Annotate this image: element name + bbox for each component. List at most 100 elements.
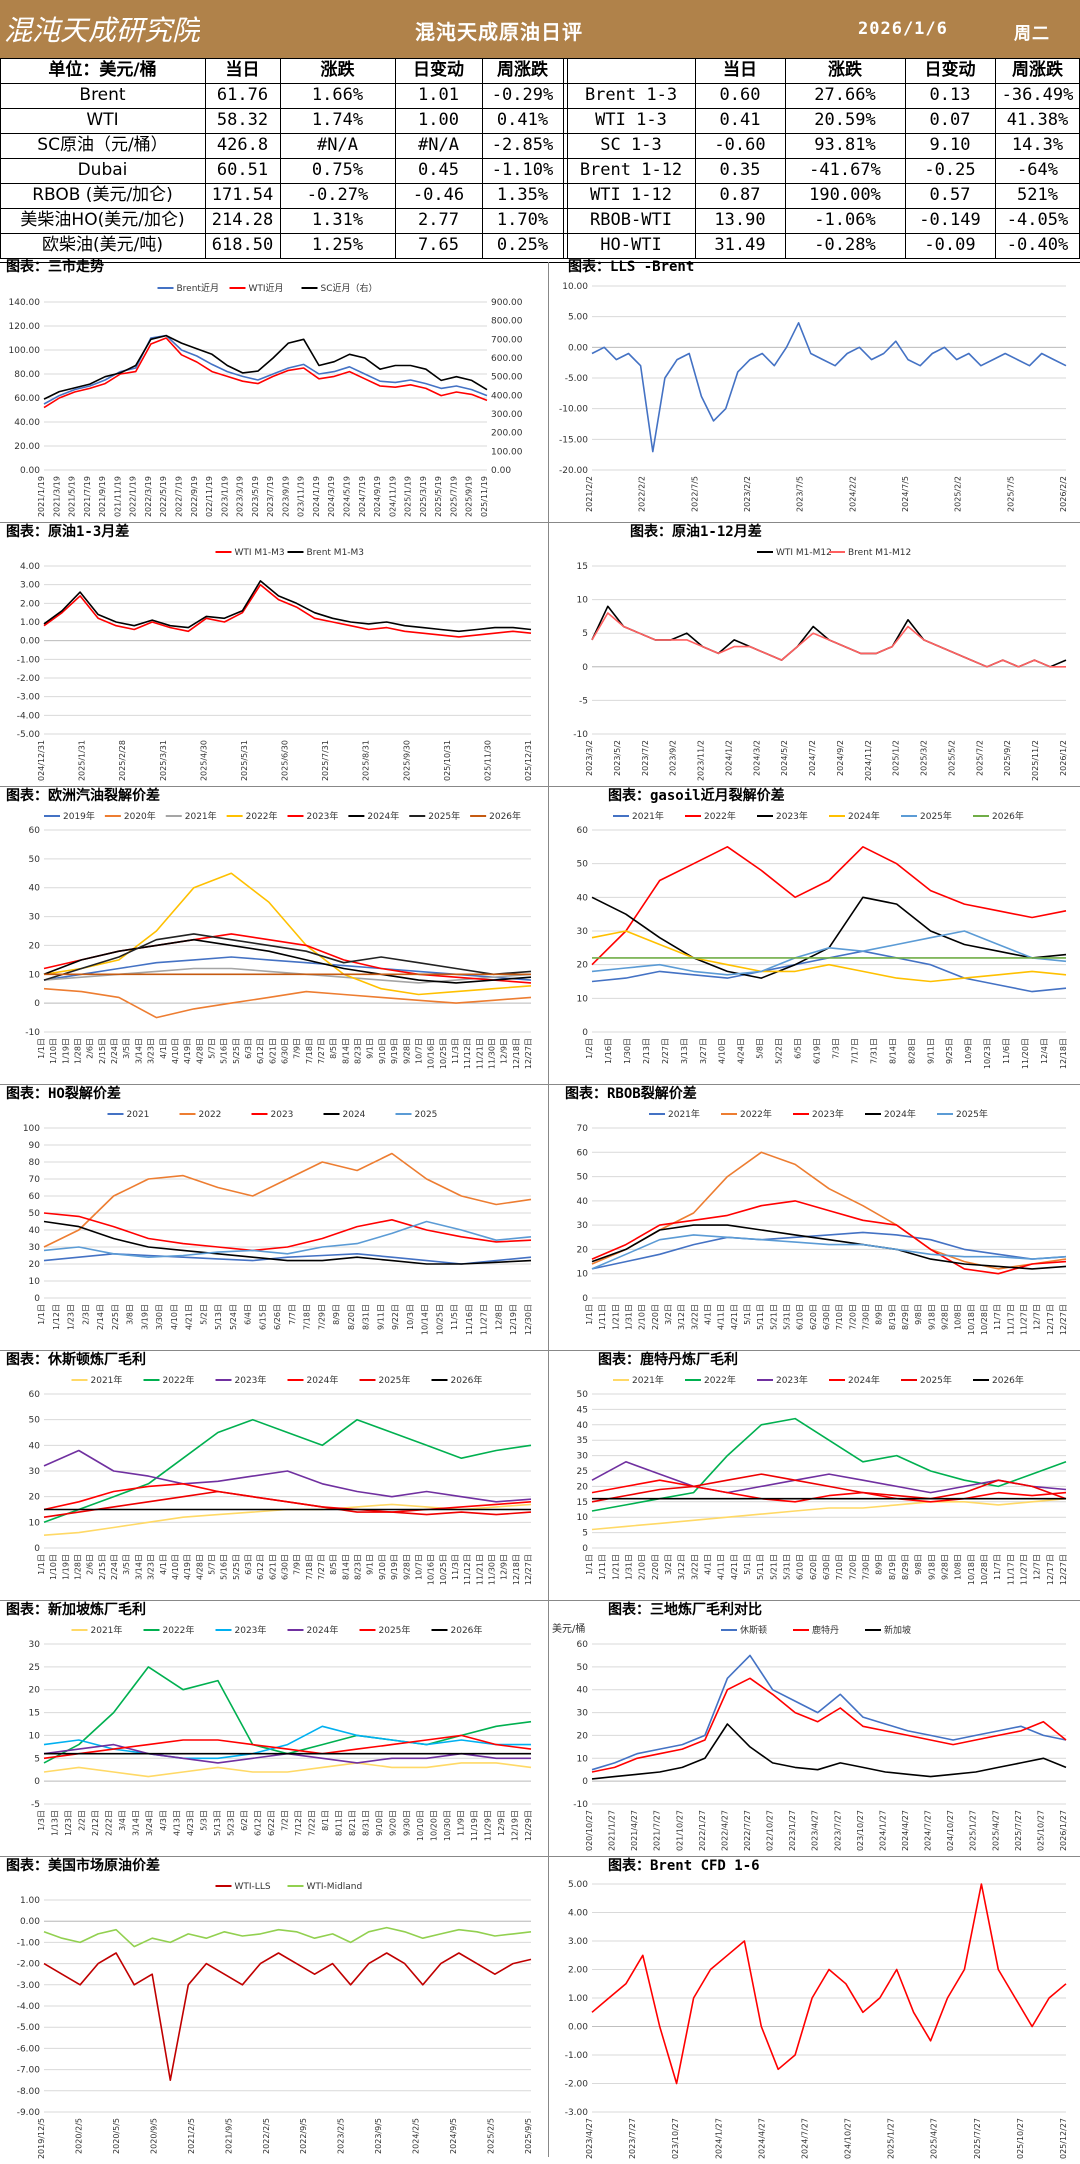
x-tick-label: 2/3日	[81, 1304, 90, 1325]
x-tick-label: 2025/10/27	[1016, 2118, 1025, 2160]
y-tick-label: 40	[29, 1226, 41, 1236]
x-tick-label: 2024/5/19	[343, 476, 352, 517]
y-tick-label: 50	[577, 1173, 589, 1183]
x-tick-label: 2/24日	[110, 1038, 119, 1064]
legend-label: 2022	[199, 1110, 222, 1120]
y-tick-label: 40	[29, 1441, 41, 1451]
legend-label: 2021年	[91, 1374, 123, 1386]
chart-c6: 2021年 2022年 2023年 2024年 2025年 2026年 0 10 20 30 40 5…	[548, 806, 1080, 1080]
y-tick-label: 120.00	[9, 322, 41, 332]
legend-label: 2024年	[848, 810, 880, 822]
x-tick-label: 1/1日	[585, 1304, 594, 1325]
x-tick-label: 3/4日	[118, 1810, 127, 1831]
x-tick-label: 8/31日	[362, 1304, 371, 1330]
chart-title: 图表：新加坡炼厂毛利	[6, 1602, 146, 1618]
y-tick-label: -8.00	[17, 2087, 41, 2097]
y-tick-label: 20	[577, 1731, 589, 1741]
x-tick-label: 11/19日	[470, 1810, 479, 1841]
y-tick-label: -5	[31, 1800, 40, 1810]
chart-svg: WTI-LLS WTI-Midland -9.00 -8.00 -7.00 -6.00 -5…	[17, 1882, 533, 2159]
spread-value-cell: 0.60	[719, 85, 761, 105]
x-tick-label: 3/24日	[145, 1810, 154, 1836]
price-value-cell: 0.45	[418, 160, 459, 180]
chart-svg: WTI M1-M3 Brent M1-M3 -5.00 -4.00 -3.00 -2.00…	[17, 548, 533, 782]
x-tick-label: 10/8日	[954, 1554, 963, 1580]
price-value-cell: 171.54	[211, 185, 274, 205]
y-tick-label: 40.00	[14, 418, 40, 428]
y-tick-label: 20	[29, 1493, 41, 1503]
y-tick-label: -1.00	[565, 2051, 589, 2061]
y-tick-label: -5	[579, 696, 588, 706]
x-tick-label: 12/18日	[512, 1554, 521, 1585]
x-tick-label: 2025/5/2	[947, 740, 956, 776]
x-tick-label: 1/16日	[604, 1038, 613, 1064]
x-tick-label: 2023/2/2	[743, 476, 752, 512]
x-tick-label: 2022/9/5	[299, 2118, 308, 2154]
x-tick-label: 2023/7/27	[833, 1810, 842, 1851]
x-tick-label: 5/21日	[769, 1304, 778, 1330]
legend-label: 2024年	[848, 1374, 880, 1386]
y2-tick-label: 700.00	[491, 335, 523, 345]
x-tick-label: 5/1日	[743, 1304, 752, 1325]
x-tick-label: 10/18日	[967, 1554, 976, 1585]
chart-title: 图表：原油1-12月差	[630, 524, 762, 540]
y-tick-label: -2.00	[565, 2080, 589, 2090]
series-line	[591, 930, 1067, 976]
x-tick-label: 2022/3/19	[144, 476, 153, 517]
table-rule	[0, 83, 1080, 84]
x-tick-label: 11/27日	[1020, 1304, 1029, 1335]
x-tick-label: 1/28日	[74, 1554, 83, 1580]
spread-value-cell: 14.3%	[1011, 135, 1064, 155]
x-tick-label: 2025/1/2	[892, 740, 901, 776]
y-tick-label: 5.00	[568, 1880, 588, 1890]
x-tick-label: 10/16日	[427, 1038, 436, 1069]
legend-label: Brent近月	[177, 282, 219, 294]
x-tick-label: 2022/10/27	[766, 1810, 775, 1852]
spread-value-cell: 0.41	[719, 110, 761, 130]
price-value-cell: -0.46	[412, 185, 465, 205]
table-rule	[0, 133, 1080, 134]
x-tick-label: 6/22日	[267, 1810, 276, 1836]
y-tick-label: 50	[29, 855, 41, 865]
chart-title: 图表：美国市场原油价差	[6, 1858, 160, 1874]
x-tick-label: 11/30日	[487, 1554, 496, 1585]
legend-label: 2022年	[704, 1374, 736, 1386]
price-row-label: RBOB (美元/加仑)	[32, 185, 173, 205]
legend-label: 2025年	[956, 1108, 988, 1120]
x-tick-label: 4/19日	[183, 1038, 192, 1064]
series-line	[591, 1234, 1067, 1270]
x-tick-label: 2021/5/19	[68, 476, 77, 517]
x-tick-label: 7/3日	[831, 1038, 840, 1059]
x-tick-label: 2023/7/2	[641, 740, 650, 776]
price-value-cell: 2.77	[418, 210, 459, 230]
y2-tick-label: 500.00	[491, 373, 523, 383]
x-tick-label: 3/14日	[132, 1810, 141, 1836]
table-column-rule	[482, 58, 483, 258]
x-tick-label: 8/14日	[341, 1038, 350, 1064]
chart-c11: 2021年 2022年 2023年 2024年 2025年 2026年 -5 0 5 10 15 20…	[0, 1620, 545, 1852]
y-tick-label: 80	[29, 1158, 41, 1168]
price-value-cell: 1.31%	[311, 210, 364, 230]
x-tick-label: 6/3日	[244, 1038, 253, 1059]
legend-label: 2026年	[992, 810, 1024, 822]
x-tick-label: 2025/6/30	[281, 740, 290, 781]
y2-tick-label: 0.00	[491, 466, 511, 476]
y-tick-label: 100.00	[9, 346, 41, 356]
y-tick-label: 30	[577, 927, 589, 937]
chart-svg: 2021 2022 2023 2024 2025 0 10 20 30 40 50 60 70 80 90 1…	[23, 1110, 533, 1335]
x-tick-label: 9/30日	[402, 1810, 411, 1836]
series-line	[43, 583, 532, 638]
x-tick-label: 7/30日	[862, 1554, 871, 1580]
x-tick-label: 11/17日	[1006, 1554, 1015, 1585]
x-tick-label: 10/25日	[435, 1304, 444, 1335]
series-line	[43, 1449, 532, 1503]
series-line	[43, 1926, 532, 1948]
x-tick-label: 2024/9/5	[449, 2118, 458, 2154]
x-tick-label: 12/27日	[524, 1038, 533, 1069]
x-tick-label: 1/13日	[51, 1810, 60, 1836]
y2-tick-label: 300.00	[491, 410, 523, 420]
chart-title: 图表：三市走势	[6, 259, 104, 275]
x-tick-label: 10/28日	[980, 1554, 989, 1585]
x-tick-label: 2025/3/2	[920, 740, 929, 776]
x-tick-label: 1/19日	[61, 1554, 70, 1580]
